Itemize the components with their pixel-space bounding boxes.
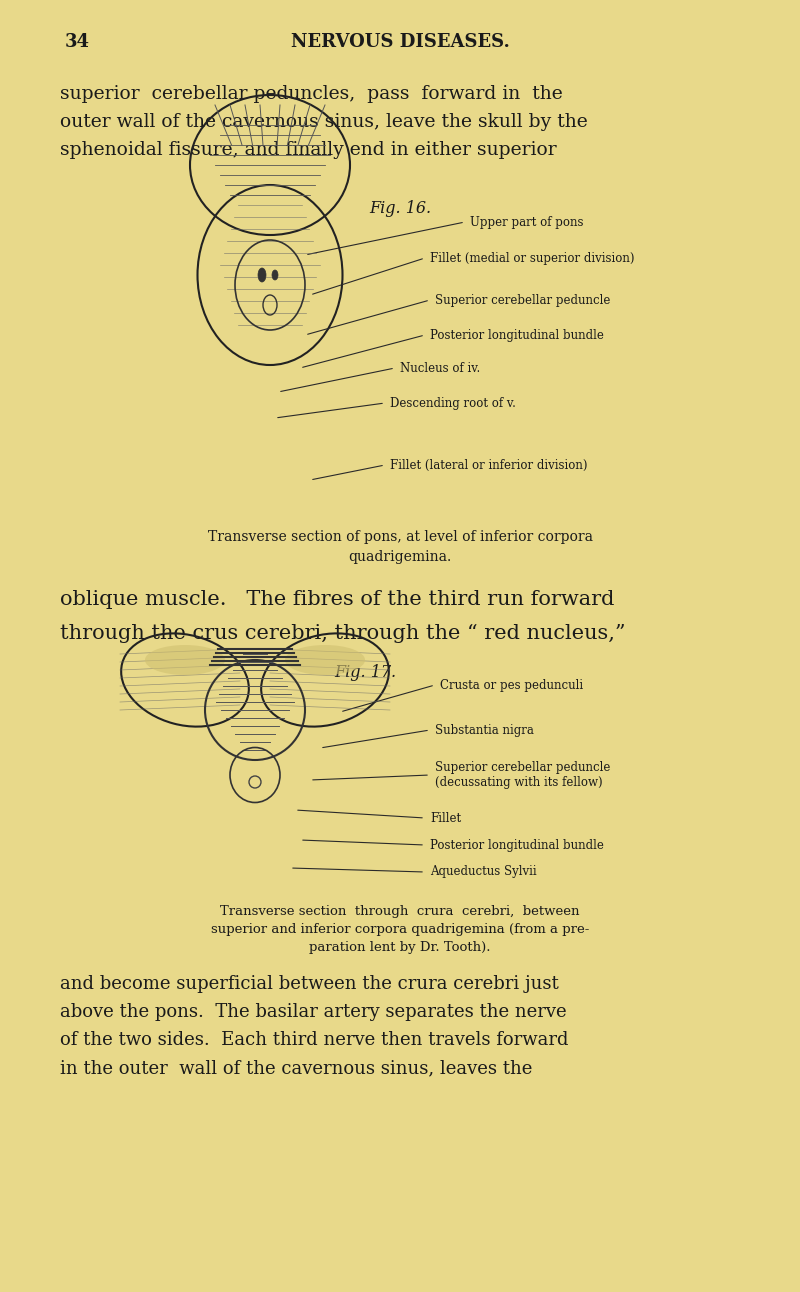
Text: in the outer  wall of the cavernous sinus, leaves the: in the outer wall of the cavernous sinus… bbox=[60, 1059, 532, 1078]
Text: Posterior longitudinal bundle: Posterior longitudinal bundle bbox=[430, 839, 604, 851]
Text: sphenoidal fissure, and finally end in either superior: sphenoidal fissure, and finally end in e… bbox=[60, 141, 557, 159]
Text: paration lent by Dr. Tooth).: paration lent by Dr. Tooth). bbox=[310, 941, 490, 953]
Text: Posterior longitudinal bundle: Posterior longitudinal bundle bbox=[430, 328, 604, 341]
Text: Fillet (medial or superior division): Fillet (medial or superior division) bbox=[430, 252, 634, 265]
Text: quadrigemina.: quadrigemina. bbox=[348, 550, 452, 565]
Text: above the pons.  The basilar artery separates the nerve: above the pons. The basilar artery separ… bbox=[60, 1003, 566, 1021]
Text: Upper part of pons: Upper part of pons bbox=[470, 216, 583, 229]
Ellipse shape bbox=[258, 267, 266, 282]
Ellipse shape bbox=[145, 645, 225, 674]
Text: 34: 34 bbox=[65, 34, 90, 50]
Text: Crusta or pes pedunculi: Crusta or pes pedunculi bbox=[440, 678, 583, 691]
Text: Substantia nigra: Substantia nigra bbox=[435, 724, 534, 736]
Text: superior  cerebellar peduncles,  pass  forward in  the: superior cerebellar peduncles, pass forw… bbox=[60, 85, 562, 103]
Text: Nucleus of iv.: Nucleus of iv. bbox=[400, 362, 480, 375]
Ellipse shape bbox=[285, 645, 365, 674]
Text: oblique muscle.   The fibres of the third run forward: oblique muscle. The fibres of the third … bbox=[60, 590, 614, 609]
Text: superior and inferior corpora quadrigemina (from a pre-: superior and inferior corpora quadrigemi… bbox=[211, 922, 589, 935]
Text: Fig. 17.: Fig. 17. bbox=[334, 664, 396, 681]
Text: and become superficial between the crura cerebri just: and become superficial between the crura… bbox=[60, 975, 558, 994]
Text: NERVOUS DISEASES.: NERVOUS DISEASES. bbox=[290, 34, 510, 50]
Text: Fillet: Fillet bbox=[430, 811, 461, 824]
Text: Fillet (lateral or inferior division): Fillet (lateral or inferior division) bbox=[390, 459, 587, 472]
Text: Descending root of v.: Descending root of v. bbox=[390, 397, 516, 410]
Text: outer wall of the cavernous sinus, leave the skull by the: outer wall of the cavernous sinus, leave… bbox=[60, 112, 588, 130]
Text: of the two sides.  Each third nerve then travels forward: of the two sides. Each third nerve then … bbox=[60, 1031, 569, 1049]
Text: Superior cerebellar peduncle
(decussating with its fellow): Superior cerebellar peduncle (decussatin… bbox=[435, 761, 610, 789]
Text: Transverse section  through  crura  cerebri,  between: Transverse section through crura cerebri… bbox=[220, 904, 580, 919]
Text: Superior cerebellar peduncle: Superior cerebellar peduncle bbox=[435, 293, 610, 306]
Text: Aqueductus Sylvii: Aqueductus Sylvii bbox=[430, 866, 537, 879]
Text: Fig. 16.: Fig. 16. bbox=[369, 200, 431, 217]
Text: through the crus cerebri, through the “ red nucleus,”: through the crus cerebri, through the “ … bbox=[60, 624, 626, 643]
Text: Transverse section of pons, at level of inferior corpora: Transverse section of pons, at level of … bbox=[207, 530, 593, 544]
Ellipse shape bbox=[272, 270, 278, 280]
